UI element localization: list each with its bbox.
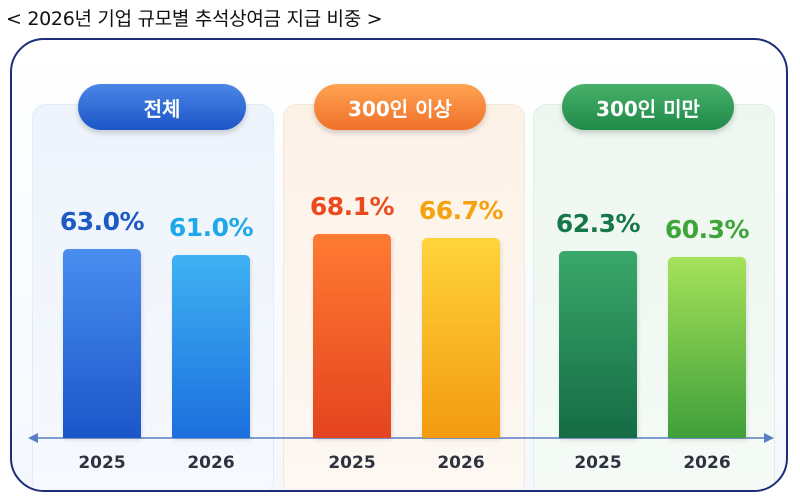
bar-2-2025: [313, 233, 391, 438]
chart-title: < 2026년 기업 규모별 추석상여금 지급 비중 >: [6, 8, 383, 30]
x-tick-label-3-2025: 2025: [574, 453, 622, 473]
value-label-2-2025: 68.1%: [309, 191, 395, 221]
x-tick-label-2-2026: 2026: [437, 453, 485, 473]
x-axis: [28, 433, 774, 443]
value-label-3-2025: 62.3%: [555, 209, 641, 239]
value-label-1-2026: 61.0%: [168, 213, 254, 242]
bar-1-2026: [172, 255, 250, 438]
x-tick-label-3-2026: 2026: [683, 453, 731, 473]
bar-3-2025: [559, 251, 637, 438]
chart-frame: 전체 300인 이상 300인 미만 63.0% 2025 61.0% 2026 68.…: [10, 38, 788, 492]
x-tick-label-2-2025: 2025: [328, 453, 376, 473]
value-label-1-2025: 63.0%: [59, 207, 145, 236]
group-label-300-plus: 300인 이상: [314, 84, 486, 130]
group-label-under-300: 300인 미만: [562, 84, 734, 130]
x-tick-label-1-2025: 2025: [78, 453, 126, 473]
value-label-3-2026: 60.3%: [664, 215, 750, 245]
bar-3-2026: [668, 257, 746, 438]
value-label-2-2026: 66.7%: [418, 195, 504, 225]
x-tick-label-1-2026: 2026: [187, 453, 235, 473]
bar-2-2026: [422, 237, 500, 438]
group-label-total: 전체: [78, 84, 246, 130]
bar-1-2025: [63, 249, 141, 438]
